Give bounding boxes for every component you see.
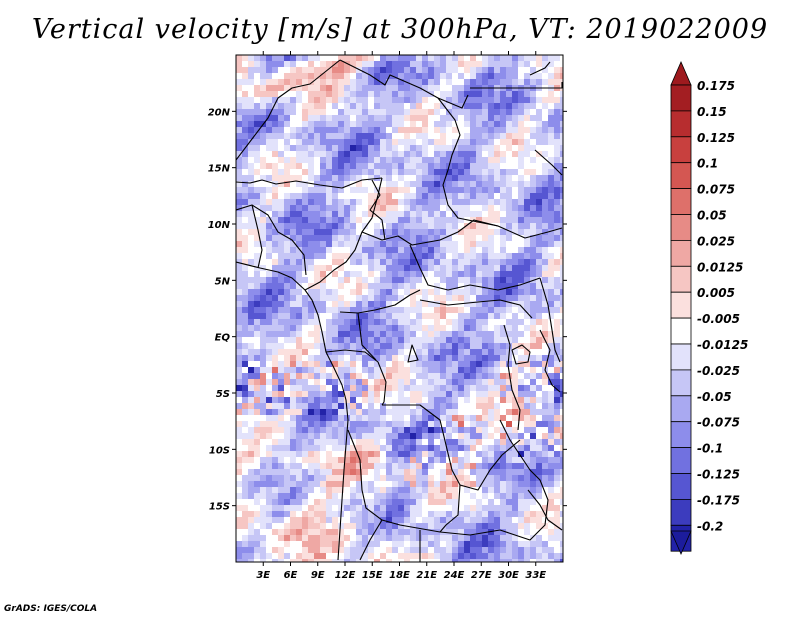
- colorbar-label: 0.1: [697, 157, 718, 171]
- lat-tick-label: 20N: [208, 107, 231, 118]
- lon-tick-label: 15E: [362, 570, 383, 581]
- colorbar-swatch: [670, 136, 692, 164]
- colorbar-swatch: [670, 84, 692, 112]
- map-frame: 20N 15N 10N 5N EQ 5S 10S 15S 3E 6E 9E 12E 15E 18E 21E 2…: [208, 51, 567, 581]
- velocity-field: [236, 55, 563, 562]
- colorbar-swatch: [670, 214, 692, 241]
- colorbar-label: -0.175: [697, 493, 740, 507]
- colorbar: 0.175 0.15 0.125 0.1 0.075 0.05 0.025 0.0125 0.0…: [670, 60, 748, 556]
- map-title: Vertical velocity [m/s] at 300hPa, VT: 2…: [31, 14, 769, 45]
- colorbar-bottom-arrow: [670, 530, 692, 556]
- colorbar-swatch: [670, 343, 692, 371]
- colorbar-label: 0.075: [697, 183, 735, 197]
- colorbar-label: -0.1: [697, 442, 723, 456]
- colorbar-swatch: [670, 421, 692, 449]
- lat-tick-label: 15S: [209, 502, 230, 513]
- lon-tick-label: 21E: [416, 570, 437, 581]
- lat-tick-label: EQ: [215, 333, 231, 344]
- lon-tick-label: 3E: [256, 570, 270, 581]
- lon-tick-label: 24E: [444, 570, 465, 581]
- grads-credit: GrADS: IGES/COLA: [4, 604, 98, 614]
- lat-tick-label: 10N: [208, 220, 231, 231]
- colorbar-swatch: [670, 447, 692, 474]
- lon-tick-label: 9E: [311, 570, 325, 581]
- lon-tick-label: 12E: [335, 570, 356, 581]
- lon-tick-label: 6E: [284, 570, 298, 581]
- colorbar-label: -0.2: [697, 519, 723, 533]
- lon-tick-label: 33E: [525, 570, 546, 581]
- colorbar-swatch: [670, 395, 692, 423]
- colorbar-swatch: [670, 239, 692, 267]
- lon-tick-label: 18E: [389, 570, 410, 581]
- colorbar-label: 0.0125: [697, 260, 743, 274]
- lat-tick-label: 5N: [215, 276, 231, 287]
- colorbar-swatch: [670, 317, 692, 345]
- colorbar-swatch: [670, 291, 692, 319]
- colorbar-label: 0.005: [697, 286, 735, 300]
- colorbar-swatch: [670, 265, 692, 293]
- country-borders: [236, 59, 563, 562]
- colorbar-label: 0.125: [697, 131, 735, 145]
- colorbar-label: -0.0125: [697, 338, 748, 352]
- colorbar-label: 0.15: [697, 105, 727, 119]
- lon-tick-label: 27E: [471, 570, 492, 581]
- colorbar-swatch: [670, 188, 692, 215]
- lat-tick-label: 10S: [209, 445, 230, 456]
- colorbar-top-arrow: [670, 60, 692, 86]
- lon-tick-label: 30E: [498, 570, 519, 581]
- colorbar-label: 0.05: [697, 209, 727, 223]
- colorbar-label: -0.05: [697, 390, 732, 404]
- lat-tick-label: 15N: [208, 164, 231, 175]
- colorbar-swatch: [670, 162, 692, 189]
- colorbar-swatch: [670, 369, 692, 397]
- colorbar-swatch: [670, 498, 692, 526]
- colorbar-label: -0.005: [697, 312, 740, 326]
- colorbar-label: -0.075: [697, 416, 740, 430]
- colorbar-label: 0.175: [697, 79, 735, 93]
- lat-tick-label: 5S: [216, 389, 230, 400]
- colorbar-swatch: [670, 110, 692, 138]
- colorbar-label: 0.025: [697, 234, 735, 248]
- colorbar-label: -0.025: [697, 364, 740, 378]
- colorbar-label: -0.125: [697, 468, 740, 482]
- colorbar-swatch: [670, 473, 692, 500]
